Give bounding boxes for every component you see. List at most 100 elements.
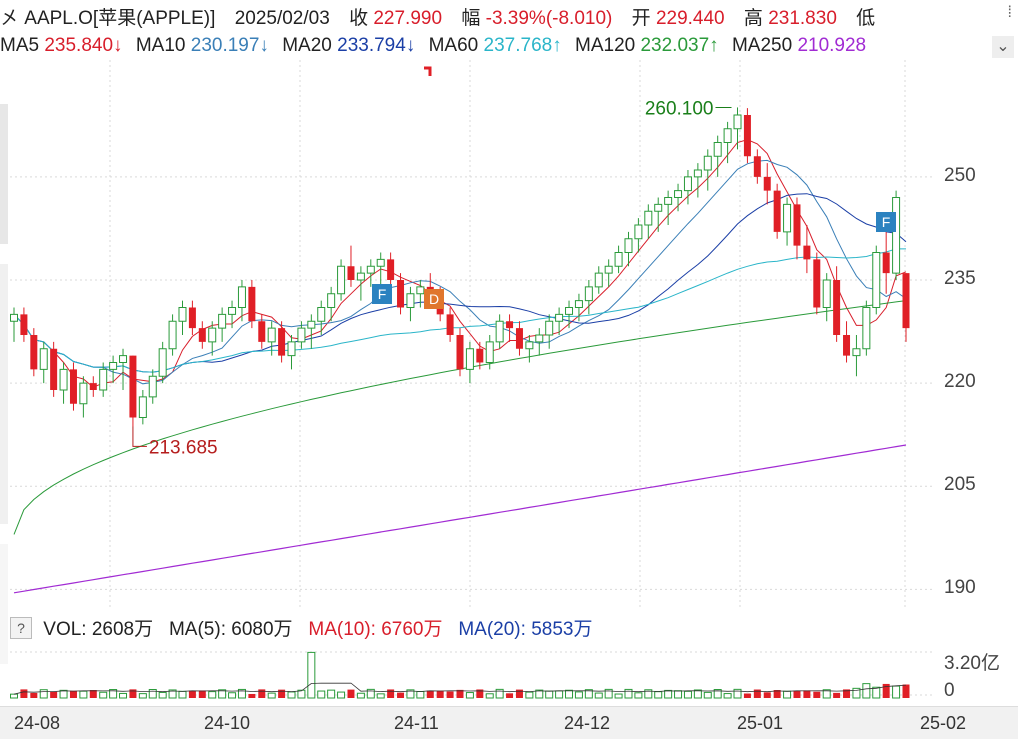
volume-bar bbox=[495, 688, 504, 699]
ma-item: MA120 232.037↑ bbox=[575, 35, 719, 56]
more-dots-icon[interactable]: ⁞ bbox=[1007, 4, 1012, 21]
sidebar-cell[interactable] bbox=[0, 104, 8, 244]
volume-bar bbox=[30, 692, 38, 698]
volume-bar bbox=[99, 691, 108, 699]
ma-name: MA20 bbox=[282, 35, 332, 56]
volume-bar bbox=[803, 690, 811, 698]
close-value: 227.990 bbox=[373, 8, 443, 29]
change-value: -3.39%(-8.010) bbox=[485, 8, 613, 29]
candle-body bbox=[664, 197, 673, 205]
chart-annotations: 260.100 213.685 F D F bbox=[132, 66, 896, 458]
y-tick-label: 205 bbox=[944, 474, 976, 496]
volume-bar bbox=[297, 689, 306, 699]
signal-badge-text: F bbox=[882, 214, 891, 230]
candle-body bbox=[69, 369, 77, 404]
volume-bar bbox=[287, 691, 296, 699]
vol-ma5-label: MA(5): 6080万 bbox=[168, 619, 293, 640]
volume-bar bbox=[892, 685, 901, 699]
quote-info-row: 㐅 AAPL.O[苹果(APPLE)] 2025/02/03 收 227.990… bbox=[0, 3, 875, 30]
volume-bar bbox=[733, 688, 742, 699]
volume-bar bbox=[158, 691, 167, 699]
ma-value: 235.840↓ bbox=[44, 35, 123, 56]
candle-body bbox=[793, 204, 801, 246]
volume-bar bbox=[793, 690, 801, 698]
volume-bar bbox=[872, 686, 881, 699]
volume-bar bbox=[476, 689, 484, 698]
candle-body bbox=[872, 252, 881, 308]
candlesticks bbox=[10, 107, 910, 427]
candle-body bbox=[624, 238, 633, 253]
volume-bar bbox=[436, 690, 444, 698]
volume-chart[interactable] bbox=[0, 642, 1018, 706]
y-tick-label: 235 bbox=[944, 268, 976, 289]
candle-body bbox=[485, 341, 494, 363]
symbol-label: AAPL.O[苹果(APPLE)] bbox=[24, 8, 216, 29]
x-tick-label: 24-11 bbox=[394, 713, 439, 733]
vol-ma10-label: MA(10): 6760万 bbox=[308, 619, 443, 640]
candle-body bbox=[822, 279, 831, 308]
candle-body bbox=[763, 176, 771, 191]
help-icon[interactable]: ? bbox=[10, 617, 32, 639]
left-cut-char: 㐅 bbox=[0, 8, 25, 29]
candle-body bbox=[387, 259, 395, 280]
ma-value: 233.794↓ bbox=[337, 35, 416, 56]
candle-body bbox=[902, 273, 910, 329]
volume-bar bbox=[813, 691, 821, 698]
volume-bar bbox=[278, 689, 286, 698]
candle-body bbox=[138, 396, 147, 418]
candle-body bbox=[584, 286, 593, 302]
candle-body bbox=[89, 383, 97, 390]
volume-bar bbox=[317, 690, 326, 699]
candle-body bbox=[703, 155, 712, 171]
volume-bar bbox=[416, 691, 425, 699]
ma-name: MA60 bbox=[428, 35, 479, 56]
candle-body bbox=[178, 307, 187, 322]
candle-body bbox=[376, 258, 385, 267]
candle-body bbox=[317, 307, 326, 322]
candle-body bbox=[208, 327, 217, 343]
volume-bar bbox=[59, 689, 68, 699]
candle-body bbox=[545, 320, 554, 336]
candle-body bbox=[307, 320, 316, 329]
volume-bar bbox=[327, 689, 336, 699]
candle-body bbox=[555, 313, 564, 322]
volume-bar bbox=[366, 688, 375, 699]
volume-bar bbox=[634, 692, 643, 699]
candle-body bbox=[465, 348, 474, 370]
volume-bar bbox=[267, 692, 276, 699]
volume-bar bbox=[624, 688, 633, 699]
sidebar-cell[interactable] bbox=[0, 264, 8, 524]
low-annotation-label: 213.685 bbox=[149, 437, 218, 458]
ma-item: MA20 233.794↓ bbox=[282, 35, 415, 56]
candle-body bbox=[495, 320, 504, 343]
candle-body bbox=[347, 266, 355, 280]
volume-bar bbox=[337, 691, 346, 699]
change-label: 幅 bbox=[461, 8, 481, 29]
volume-bar bbox=[555, 690, 564, 699]
sidebar-cell[interactable] bbox=[0, 544, 8, 664]
volume-bar bbox=[843, 689, 851, 698]
volume-bar bbox=[683, 690, 692, 699]
candle-body bbox=[267, 327, 276, 343]
x-tick-label: 25-01 bbox=[737, 713, 784, 733]
candle-body bbox=[237, 286, 246, 308]
candle-body bbox=[129, 355, 137, 418]
volume-bar bbox=[644, 689, 653, 699]
volume-bar bbox=[258, 689, 266, 698]
collapse-chevron-icon[interactable]: ⌄ bbox=[992, 36, 1014, 58]
volume-bar bbox=[465, 692, 474, 699]
candle-body bbox=[59, 368, 68, 391]
ma-value: 232.037↑ bbox=[640, 35, 719, 56]
candle-body bbox=[297, 327, 306, 343]
candle-body bbox=[356, 272, 365, 281]
volume-bar bbox=[109, 689, 118, 699]
volume-bar bbox=[79, 690, 88, 699]
open-label: 开 bbox=[631, 8, 651, 29]
candle-body bbox=[30, 335, 38, 370]
volume-bar bbox=[753, 689, 761, 698]
price-chart[interactable]: 260.100 213.685 F D F bbox=[0, 60, 1018, 612]
candle-body bbox=[535, 334, 544, 343]
volume-bar bbox=[525, 691, 534, 699]
signal-badge bbox=[372, 284, 392, 304]
candle-body bbox=[862, 307, 871, 350]
